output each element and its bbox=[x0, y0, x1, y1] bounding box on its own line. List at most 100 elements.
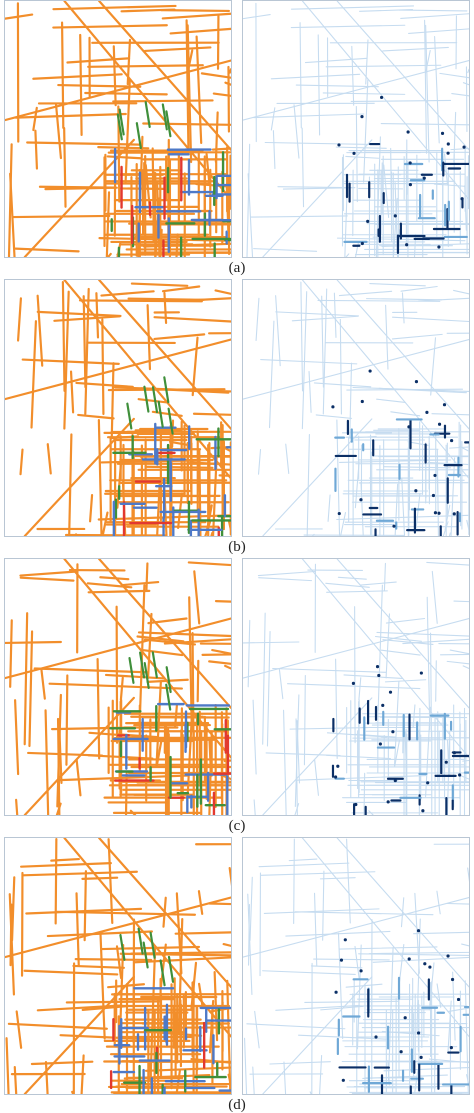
road-segment bbox=[286, 444, 289, 473]
hot-point bbox=[450, 439, 453, 442]
road-segment bbox=[256, 298, 259, 340]
heat-map-d bbox=[242, 837, 470, 1095]
hot-point bbox=[420, 671, 423, 674]
road-segment bbox=[46, 710, 49, 815]
hot-point bbox=[441, 132, 444, 135]
road-segment bbox=[346, 254, 349, 257]
road-segment bbox=[78, 415, 113, 418]
road-segment bbox=[145, 47, 211, 50]
hot-point bbox=[352, 152, 355, 155]
road-segment bbox=[415, 1070, 418, 1094]
road-segment bbox=[284, 710, 287, 815]
road-segment bbox=[98, 659, 100, 758]
road-segment bbox=[336, 659, 338, 758]
road-segment bbox=[72, 1092, 73, 1094]
road-segment bbox=[258, 572, 314, 576]
hot-point bbox=[361, 242, 364, 245]
road-segment bbox=[38, 296, 43, 366]
road-segment bbox=[355, 946, 359, 978]
hot-point bbox=[334, 775, 337, 778]
road-segment bbox=[336, 147, 386, 148]
road-segment bbox=[89, 591, 150, 592]
figure-row-b: (b) bbox=[0, 279, 474, 553]
road-segment bbox=[107, 192, 109, 257]
road-segment bbox=[327, 591, 388, 592]
road-segment bbox=[17, 1011, 21, 1047]
road-segment bbox=[230, 868, 231, 891]
road-segment bbox=[294, 105, 299, 158]
hot-point bbox=[433, 474, 436, 477]
road-segment bbox=[462, 944, 469, 946]
hot-point bbox=[377, 674, 380, 677]
road-segment bbox=[384, 1068, 469, 1071]
road-segment bbox=[279, 670, 282, 699]
caption-d: (d) bbox=[0, 1097, 474, 1113]
road-segment bbox=[273, 131, 275, 169]
road-segment bbox=[323, 93, 404, 94]
heat-map-a bbox=[242, 0, 470, 258]
road-segment bbox=[301, 282, 303, 391]
hot-point bbox=[437, 512, 440, 515]
road-segment bbox=[48, 444, 51, 473]
road-segment bbox=[108, 254, 111, 257]
heat-map-c bbox=[242, 558, 470, 816]
road-segment bbox=[322, 296, 324, 387]
road-segment bbox=[63, 282, 65, 391]
road-segment bbox=[351, 100, 450, 101]
road-segment bbox=[270, 321, 274, 427]
hot-point bbox=[369, 369, 372, 372]
road-segment bbox=[377, 399, 406, 402]
road-segment bbox=[320, 878, 355, 879]
road-segment bbox=[20, 572, 76, 576]
road-segment bbox=[16, 249, 79, 252]
hot-point bbox=[359, 969, 362, 972]
hot-point bbox=[344, 938, 347, 941]
road-segment bbox=[126, 80, 130, 182]
road-segment bbox=[263, 613, 265, 744]
road-segment bbox=[139, 632, 231, 636]
road-segment bbox=[16, 800, 17, 815]
road-segment bbox=[300, 23, 301, 128]
road-segment bbox=[64, 128, 65, 207]
road-segment bbox=[66, 676, 67, 765]
hot-point bbox=[407, 130, 410, 133]
hot-point bbox=[409, 161, 412, 164]
road-segment bbox=[468, 868, 469, 891]
road-segment bbox=[254, 114, 364, 118]
hot-point bbox=[417, 1031, 420, 1034]
road-segment bbox=[80, 35, 81, 135]
hot-point bbox=[446, 152, 449, 155]
road-segment bbox=[251, 216, 348, 217]
hot-point bbox=[420, 1056, 423, 1059]
road-segment bbox=[85, 93, 166, 94]
road-segment bbox=[129, 299, 204, 300]
road-segment bbox=[314, 959, 390, 960]
road-segment bbox=[243, 15, 270, 19]
hot-point bbox=[462, 146, 465, 149]
road-segment bbox=[401, 14, 469, 19]
road-network-map-a bbox=[4, 0, 232, 258]
road-segment bbox=[114, 46, 116, 105]
heat-map-b bbox=[242, 279, 470, 537]
road-segment bbox=[32, 321, 36, 427]
road-segment bbox=[454, 601, 469, 602]
road-segment bbox=[284, 1062, 286, 1094]
cluster-segment bbox=[159, 402, 163, 427]
hot-point bbox=[415, 380, 418, 383]
hot-point bbox=[408, 957, 411, 960]
road-segment bbox=[163, 286, 199, 291]
hot-point bbox=[391, 730, 394, 733]
road-segment bbox=[450, 650, 469, 654]
hot-point bbox=[337, 143, 340, 146]
hot-point bbox=[400, 1050, 403, 1053]
road-segment bbox=[302, 128, 303, 207]
road-segment bbox=[311, 966, 361, 968]
hot-point bbox=[394, 214, 397, 217]
hot-point bbox=[426, 781, 429, 784]
road-segment bbox=[29, 631, 32, 745]
road-segment bbox=[307, 435, 309, 536]
hot-point bbox=[379, 742, 382, 745]
road-segment bbox=[289, 859, 317, 861]
road-segment bbox=[384, 563, 385, 590]
road-segment bbox=[350, 363, 352, 437]
